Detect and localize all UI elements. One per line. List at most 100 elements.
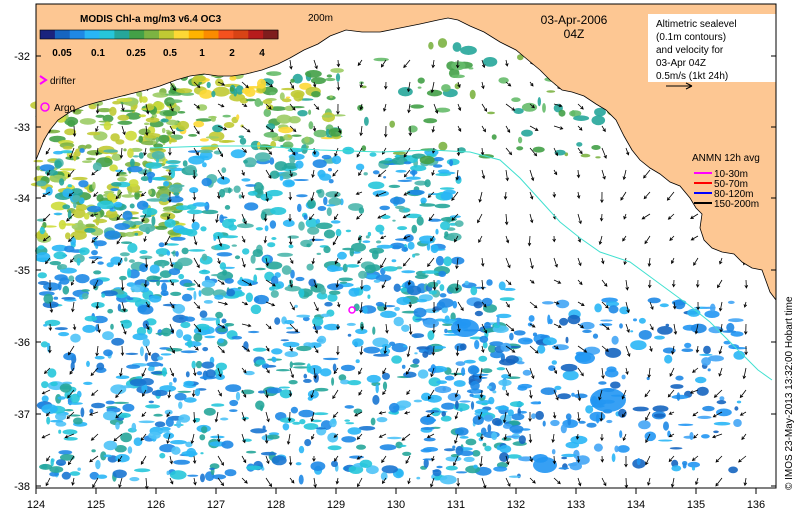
velocity-arrow (715, 477, 723, 487)
velocity-arrow (289, 125, 297, 133)
x-tick-label: 130 (387, 499, 405, 511)
velocity-arrow (503, 433, 508, 441)
velocity-arrow (217, 477, 225, 487)
velocity-arrow (622, 169, 627, 181)
chlorophyll-patch (96, 194, 104, 202)
chlorophyll-patch (380, 215, 391, 219)
chlorophyll-patch (699, 353, 713, 356)
velocity-arrow (90, 433, 99, 441)
chlorophyll-patch (361, 145, 367, 152)
velocity-arrow (241, 147, 247, 153)
chlorophyll-patch (92, 218, 108, 224)
colorbar-cell (218, 30, 234, 39)
chlorophyll-patch (409, 170, 418, 175)
chlorophyll-patch (53, 150, 63, 155)
chlorophyll-patch (326, 74, 333, 78)
chlorophyll-patch (224, 278, 234, 284)
chlorophyll-patch (199, 150, 213, 161)
chlorophyll-patch (73, 201, 77, 209)
chlorophyll-patch (440, 415, 452, 422)
chlorophyll-patch (372, 170, 380, 175)
velocity-arrow (193, 301, 201, 310)
chlorophyll-patch (59, 454, 75, 461)
chlorophyll-patch (113, 201, 123, 208)
chlorophyll-patch (257, 390, 266, 394)
altimetry-note-box (648, 14, 776, 82)
velocity-arrow (169, 125, 176, 135)
velocity-arrow (691, 455, 699, 462)
velocity-arrow (313, 345, 319, 354)
velocity-arrow (288, 455, 293, 466)
chlorophyll-patch (414, 352, 418, 355)
chlorophyll-patch (102, 114, 114, 123)
velocity-arrow (644, 389, 651, 398)
velocity-arrow (693, 257, 699, 266)
chlorophyll-patch (439, 293, 447, 298)
chlorophyll-patch (434, 203, 451, 209)
chlorophyll-patch (481, 297, 493, 307)
chlorophyll-patch (307, 390, 319, 399)
chlorophyll-patch (176, 329, 184, 339)
chlorophyll-patch (57, 396, 66, 400)
velocity-arrow (265, 147, 273, 155)
velocity-arrow (380, 257, 387, 269)
chlorophyll-patch (591, 115, 606, 126)
chlorophyll-patch (375, 383, 379, 394)
chlorophyll-patch (658, 439, 673, 442)
chlorophyll-patch (152, 176, 167, 181)
velocity-arrow (622, 433, 627, 442)
velocity-arrow (505, 169, 509, 182)
chlorophyll-patch (210, 116, 216, 122)
chlorophyll-patch (101, 293, 106, 298)
velocity-arrow (241, 213, 247, 225)
chlorophyll-patch (312, 316, 324, 327)
chlorophyll-patch (281, 98, 292, 103)
chlorophyll-patch (416, 216, 424, 226)
chlorophyll-patch (202, 162, 207, 168)
chlorophyll-patch (53, 296, 59, 300)
chlorophyll-patch (121, 194, 135, 198)
chlorophyll-patch (576, 142, 583, 147)
velocity-arrow (457, 323, 461, 333)
velocity-arrow (359, 103, 364, 111)
velocity-arrow (46, 455, 51, 462)
chlorophyll-patch (73, 151, 77, 162)
chlorophyll-patch (68, 275, 75, 282)
velocity-arrow (45, 147, 51, 155)
chlorophyll-patch (147, 366, 155, 372)
velocity-arrow (289, 147, 296, 156)
chlorophyll-patch (345, 264, 360, 268)
velocity-arrow (167, 213, 171, 221)
chlorophyll-patch (159, 452, 166, 459)
chlorophyll-patch (201, 279, 216, 288)
velocity-arrow (505, 455, 510, 466)
chlorophyll-patch (320, 368, 332, 377)
chlorophyll-patch (199, 310, 208, 319)
velocity-arrow (528, 433, 533, 444)
chlorophyll-patch (199, 89, 214, 99)
velocity-arrow (743, 477, 748, 487)
velocity-arrow (193, 103, 201, 109)
chlorophyll-patch (471, 394, 486, 399)
velocity-arrow (433, 103, 439, 114)
chlorophyll-patch (501, 374, 510, 379)
velocity-arrow (669, 235, 675, 241)
chlorophyll-patch (177, 257, 193, 267)
chlorophyll-patch (306, 243, 311, 248)
chlorophyll-patch (435, 107, 451, 113)
velocity-arrow (119, 147, 124, 159)
velocity-arrow (336, 301, 341, 308)
chlorophyll-patch (551, 360, 557, 365)
chlorophyll-patch (445, 465, 458, 471)
velocity-arrow (377, 169, 387, 178)
chlorophyll-patch (375, 240, 382, 244)
colorbar-cell (84, 30, 101, 39)
chlorophyll-patch (129, 477, 140, 482)
chlorophyll-patch (638, 420, 651, 430)
chlorophyll-patch (709, 303, 716, 312)
velocity-arrow (457, 125, 462, 132)
chlorophyll-patch (589, 411, 606, 422)
chlorophyll-patch (459, 436, 469, 439)
velocity-arrow (332, 389, 339, 400)
chlorophyll-patch (673, 299, 686, 310)
